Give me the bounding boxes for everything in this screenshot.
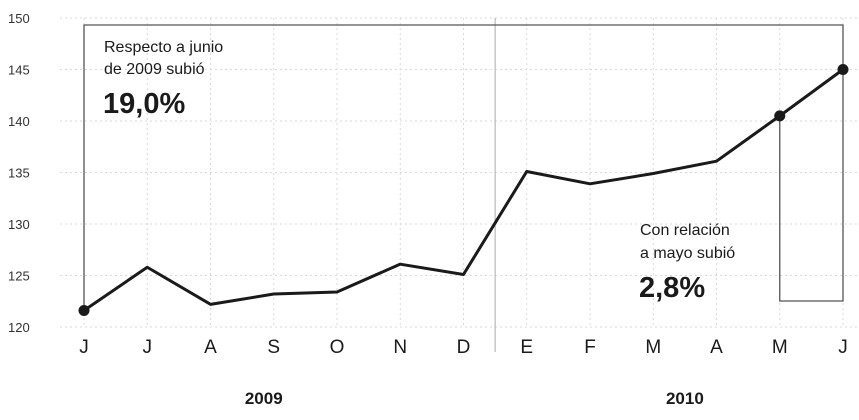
annotation-text-line: Respecto a junio [104,39,223,56]
annotation-text-line: Con relación [640,222,730,239]
x-tick-label: M [645,337,661,358]
x-tick-label: A [204,337,217,358]
year-label: 2009 [245,389,283,408]
y-tick-label: 120 [8,320,30,335]
highlighted-data-point [837,64,849,75]
x-tick-label: O [330,337,345,358]
annotation-text-line: de 2009 subió [104,61,205,78]
x-tick-label: D [457,337,471,358]
highlighted-data-point [78,305,90,317]
highlighted-data-point [774,110,786,122]
y-tick-label: 150 [8,11,30,26]
x-tick-label: E [520,337,533,358]
comparison-bracket-june-2009 [83,24,844,311]
annotation-text-line: a mayo subió [640,245,735,262]
y-tick-label: 135 [8,166,30,181]
series-line [83,68,844,312]
x-tick-label: J [143,337,153,358]
y-tick-label: 145 [8,63,30,78]
annotation-value: 2,8% [639,272,705,304]
annotation-value: 19,0% [103,88,185,120]
x-tick-label: M [772,337,788,358]
y-tick-label: 140 [8,114,30,129]
y-tick-label: 125 [8,269,30,284]
x-tick-label: J [838,337,848,358]
x-tick-label: A [710,337,723,358]
x-tick-label: N [393,337,407,358]
y-tick-label: 130 [8,217,30,232]
x-tick-label: F [584,337,596,358]
x-tick-label: J [79,337,89,358]
x-tick-label: S [267,337,280,358]
comparison-bracket-may-2010 [779,69,844,302]
year-label: 2010 [666,389,704,408]
